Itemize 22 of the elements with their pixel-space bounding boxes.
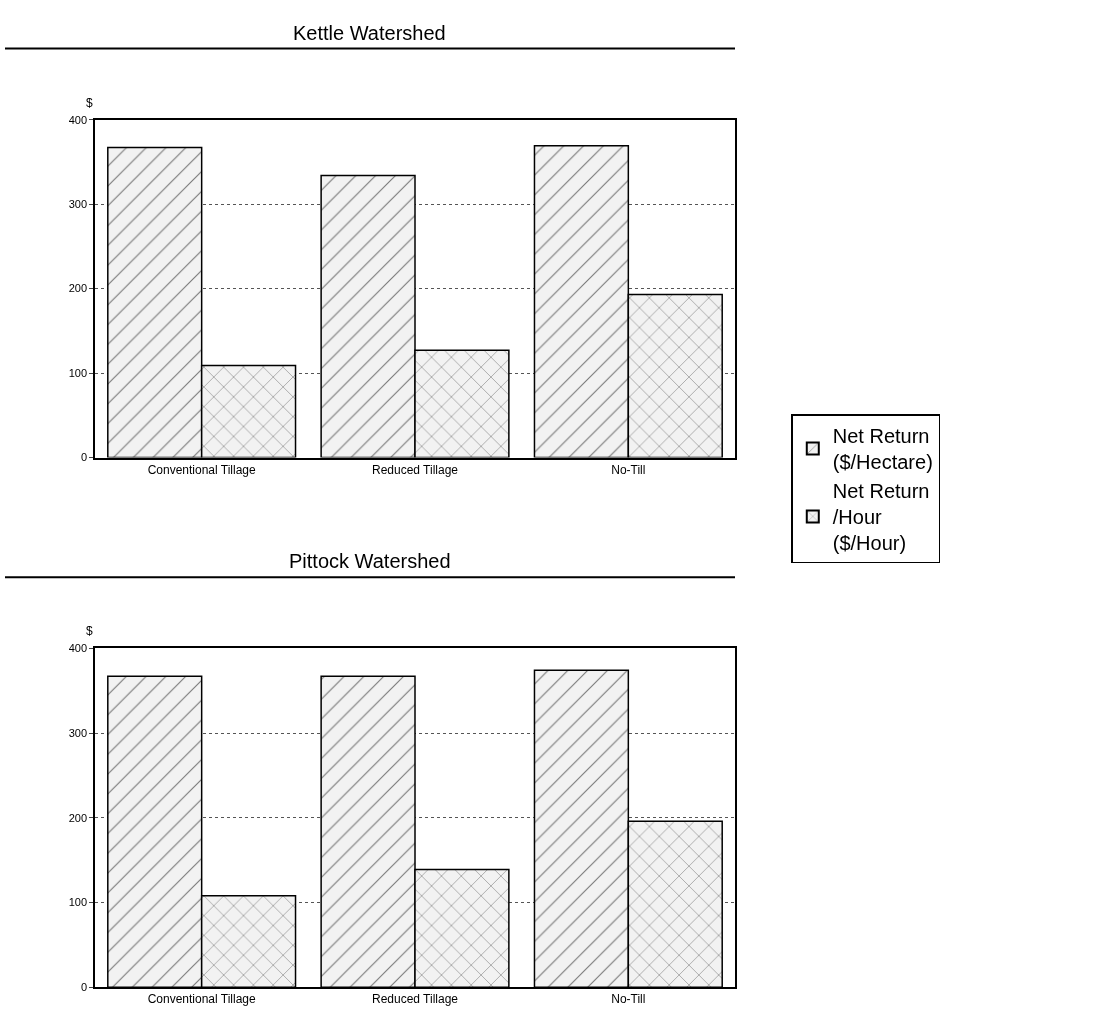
y-axis-title: $ xyxy=(86,624,93,638)
y-tick-label: 100 xyxy=(68,366,88,379)
y-axis-title: $ xyxy=(86,96,93,110)
x-tick-label: Conventional Tillage xyxy=(147,462,257,477)
x-tick-label: No-Till xyxy=(611,992,646,1007)
y-tick-label: 400 xyxy=(68,642,88,655)
y-tick-label: 300 xyxy=(68,197,88,210)
text: Net Return /Hour ($/Hour) xyxy=(832,480,930,555)
chart-title: Kettle Watershed xyxy=(293,22,446,44)
y-tick-label: 100 xyxy=(68,896,88,909)
x-tick-label: Reduced Tillage xyxy=(371,462,459,477)
y-tick-label: 0 xyxy=(80,981,88,994)
chart-title: Pittock Watershed xyxy=(289,550,451,572)
x-tick-label: Reduced Tillage xyxy=(371,992,459,1007)
y-tick-label: 400 xyxy=(68,113,88,126)
y-tick-label: 300 xyxy=(68,726,88,739)
y-tick-label: 200 xyxy=(68,282,88,295)
y-tick-label: 200 xyxy=(68,811,88,824)
y-tick-label: 0 xyxy=(80,451,88,464)
x-tick-label: Conventional Tillage xyxy=(147,992,257,1007)
text: Net Return ($/Hectare) xyxy=(832,425,933,474)
x-tick-label: No-Till xyxy=(611,462,646,477)
